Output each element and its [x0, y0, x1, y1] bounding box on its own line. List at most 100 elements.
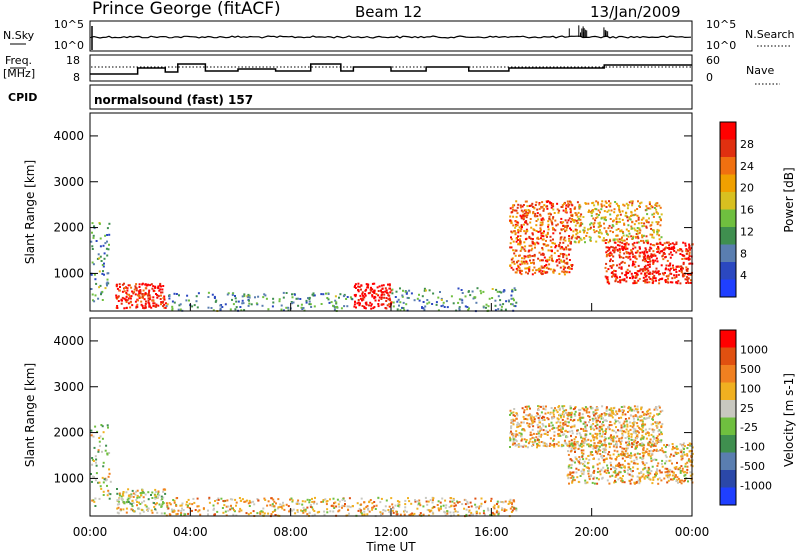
heatmap-cell	[559, 413, 561, 416]
heatmap-cell	[102, 244, 105, 247]
heatmap-cell	[605, 428, 608, 431]
heatmap-cell	[509, 207, 512, 210]
heatmap-cell	[612, 436, 615, 439]
heatmap-cell	[517, 425, 520, 428]
heatmap-cell	[576, 215, 579, 218]
heatmap-cell	[601, 200, 604, 203]
heatmap-cell	[575, 219, 578, 222]
heatmap-cell	[154, 488, 157, 491]
heatmap-cell	[570, 416, 573, 419]
heatmap-cell	[359, 297, 362, 300]
colorbar-frame	[719, 329, 737, 506]
heatmap-cell	[140, 300, 143, 303]
heatmap-cell	[130, 286, 133, 289]
y-tick-label: 4000	[53, 334, 84, 348]
heatmap-cell	[609, 412, 612, 415]
heatmap-cell	[105, 247, 108, 250]
heatmap-cell	[569, 473, 572, 476]
heatmap-cell	[330, 504, 333, 507]
heatmap-cell	[653, 437, 656, 440]
heatmap-cell	[561, 407, 564, 410]
heatmap-cell	[520, 224, 523, 227]
heatmap-cell	[562, 256, 565, 259]
heatmap-cell	[571, 429, 574, 432]
heatmap-cell	[231, 298, 233, 301]
heatmap-cell	[669, 251, 672, 254]
heatmap-cell	[597, 222, 600, 225]
heatmap-cell	[581, 472, 584, 475]
heatmap-cell	[653, 207, 656, 209]
heatmap-cell	[121, 290, 124, 293]
heatmap-cell	[542, 407, 545, 410]
heatmap-cell	[509, 242, 512, 245]
heatmap-cell	[262, 507, 265, 510]
heatmap-cell	[582, 449, 585, 452]
heatmap-cell	[274, 508, 277, 511]
heatmap-cell	[636, 408, 639, 411]
heatmap-cell	[675, 241, 678, 244]
heatmap-cell	[600, 415, 603, 418]
heatmap-cell	[669, 272, 672, 275]
heatmap-cell	[401, 295, 404, 298]
heatmap-cell	[571, 218, 574, 220]
heatmap-cell	[609, 457, 612, 460]
heatmap-cell	[558, 432, 561, 435]
heatmap-cell	[667, 268, 670, 271]
heatmap-cell	[598, 425, 601, 428]
heatmap-cell	[548, 256, 551, 259]
heatmap-cell	[527, 209, 530, 211]
heatmap-cell	[627, 405, 630, 408]
heatmap-cell	[165, 302, 167, 305]
heatmap-cell	[142, 496, 145, 499]
heatmap-cell	[120, 495, 123, 498]
heatmap-cell	[306, 498, 309, 501]
heatmap-cell	[679, 449, 682, 452]
heatmap-cell	[157, 294, 160, 297]
heatmap-cell	[510, 412, 513, 415]
heatmap-cell	[546, 244, 549, 247]
heatmap-cell	[431, 507, 434, 509]
heatmap-cell	[138, 292, 141, 295]
heatmap-cell	[676, 452, 679, 455]
heatmap-cell	[682, 451, 685, 454]
heatmap-cell	[232, 303, 235, 306]
heatmap-cell	[688, 246, 691, 249]
heatmap-cell	[583, 441, 586, 444]
heatmap-cell	[558, 209, 561, 212]
heatmap-cell	[655, 424, 658, 427]
heatmap-cell	[604, 429, 607, 432]
heatmap-cell	[520, 270, 523, 272]
heatmap-cell	[626, 443, 629, 446]
heatmap-cell	[306, 506, 309, 509]
heatmap-cell	[561, 260, 563, 263]
heatmap-cell	[531, 428, 534, 431]
heatmap-cell	[160, 505, 163, 508]
heatmap-cell	[396, 308, 399, 311]
heatmap-cell	[562, 423, 565, 426]
heatmap-cell	[552, 271, 555, 274]
heatmap-cell	[533, 416, 535, 419]
heatmap-cell	[388, 297, 391, 300]
heatmap-cell	[249, 501, 252, 504]
heatmap-cell	[121, 498, 123, 500]
heatmap-cell	[442, 504, 445, 507]
colorbar-swatch	[720, 470, 736, 488]
heatmap-cell	[560, 429, 563, 432]
heatmap-cell	[294, 512, 297, 515]
heatmap-cell	[495, 511, 498, 514]
heatmap-cell	[555, 421, 558, 424]
heatmap-cell	[135, 490, 138, 493]
heatmap-cell	[599, 442, 602, 444]
colorbar-swatch	[720, 452, 736, 471]
heatmap-cell	[582, 428, 585, 431]
heatmap-cell	[302, 506, 305, 509]
heatmap-cell	[332, 510, 335, 513]
heatmap-cell	[676, 447, 679, 450]
heatmap-cell	[371, 282, 374, 285]
heatmap-cell	[597, 441, 600, 444]
heatmap-cell	[610, 464, 612, 467]
heatmap-cell	[540, 206, 543, 209]
heatmap-cell	[609, 239, 612, 242]
heatmap-cell	[582, 437, 584, 440]
